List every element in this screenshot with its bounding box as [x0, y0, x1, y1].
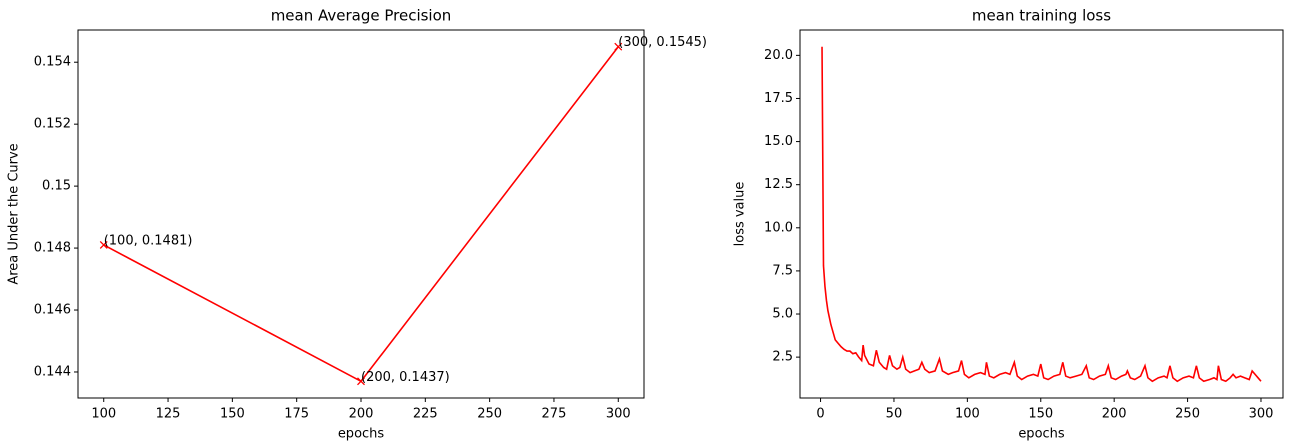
- data-marker: [614, 42, 623, 51]
- y-tick-label: 7.5: [772, 263, 793, 278]
- data-marker: [99, 241, 108, 249]
- y-tick-label: 0.146: [34, 303, 71, 318]
- y-tick-label: 15.0: [764, 134, 793, 149]
- x-tick-label: 275: [542, 407, 567, 422]
- chart-title: mean Average Precision: [271, 7, 452, 25]
- y-tick-label: 5.0: [772, 307, 793, 322]
- x-tick-label: 100: [955, 407, 980, 422]
- data-label: (100, 0.1481): [104, 233, 193, 248]
- x-tick-label: 225: [413, 407, 438, 422]
- x-tick-label: 150: [1028, 407, 1053, 422]
- y-axis-label: Area Under the Curve: [7, 143, 22, 284]
- y-tick-label: 2.5: [772, 350, 793, 365]
- x-tick-label: 175: [284, 407, 309, 422]
- data-marker: [357, 377, 365, 386]
- x-axis-label: epochs: [338, 427, 385, 442]
- x-tick-label: 200: [1102, 407, 1127, 422]
- y-tick-label: 12.5: [764, 177, 793, 192]
- x-tick-label: 250: [477, 407, 502, 422]
- x-tick-label: 300: [1249, 407, 1274, 422]
- chart-title: mean training loss: [972, 7, 1111, 25]
- data-line: [821, 46, 1262, 383]
- y-tick-label: 0.15: [42, 179, 71, 194]
- y-tick-label: 10.0: [764, 220, 793, 235]
- y-tick-label: 20.0: [764, 48, 793, 63]
- y-tick-label: 0.148: [34, 241, 71, 256]
- x-tick-label: 200: [349, 407, 374, 422]
- x-tick-label: 250: [1175, 407, 1200, 422]
- x-tick-label: 150: [220, 407, 245, 422]
- y-tick-label: 0.144: [34, 364, 71, 379]
- y-tick-label: 0.152: [34, 117, 71, 132]
- x-tick-label: 100: [91, 407, 116, 422]
- y-tick-label: 17.5: [764, 91, 793, 106]
- x-tick-label: 0: [816, 407, 824, 422]
- data-label: (200, 0.1437): [361, 370, 450, 385]
- y-tick-label: 0.154: [34, 55, 71, 70]
- axes-frame: [799, 29, 1284, 399]
- x-tick-label: 125: [156, 407, 181, 422]
- x-tick-label: 50: [886, 407, 903, 422]
- y-axis-label: loss value: [733, 182, 748, 247]
- axes-frame: [77, 29, 645, 399]
- data-label: (300, 0.1545): [618, 35, 707, 50]
- x-axis-label: epochs: [1018, 427, 1065, 442]
- x-tick-label: 300: [606, 407, 631, 422]
- data-line: [103, 46, 619, 383]
